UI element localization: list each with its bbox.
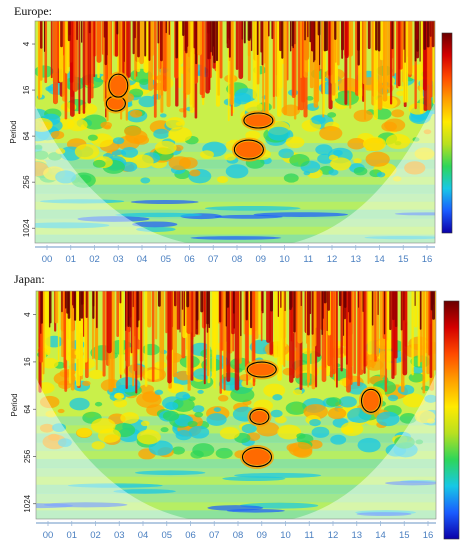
high-power-region <box>248 363 275 376</box>
high-power-region <box>107 97 124 110</box>
significance-contour <box>243 112 274 129</box>
y-tick-label: 1024 <box>23 494 32 512</box>
x-tick-label: 10 <box>279 254 290 265</box>
panel-title: Japan: <box>14 272 45 286</box>
high-power-region <box>235 141 262 158</box>
plot-frame <box>34 20 436 244</box>
plot-frame <box>35 290 437 520</box>
high-power-region <box>244 449 270 466</box>
y-axis-label: Period <box>9 120 18 143</box>
x-tick-label: 16 <box>423 530 434 541</box>
significance-contour <box>246 361 277 378</box>
significance-contour <box>108 73 129 98</box>
x-tick-label: 13 <box>350 254 361 265</box>
x-tick-label: 07 <box>208 254 219 265</box>
high-power-region <box>245 114 272 127</box>
japan-panel: Japan: Period 4 16 64 256 1024 00 01 02 03 04 05 06 07… <box>10 272 460 541</box>
x-tick-label: 02 <box>90 530 101 541</box>
cone-of-influence <box>36 373 436 519</box>
x-tick-label: 09 <box>255 254 266 265</box>
power-spectrum <box>35 21 435 243</box>
x-tick-label: 15 <box>398 254 409 265</box>
significance-contour <box>249 408 270 425</box>
europe-panel: Europe: Period 4 16 64 256 1024 00 01 02 03 04 05 06 0… <box>9 4 453 265</box>
significance-contour <box>360 388 382 413</box>
x-tick-label: 03 <box>114 530 125 541</box>
x-tick-label: 01 <box>65 254 76 265</box>
x-tick-label: 02 <box>89 254 100 265</box>
y-tick-label: 64 <box>23 404 32 413</box>
x-tick-label: 04 <box>137 254 148 265</box>
x-tick-label: 09 <box>256 530 267 541</box>
x-tick-label: 06 <box>185 530 196 541</box>
y-tick-label: 256 <box>22 175 31 189</box>
y-tick-label: 1024 <box>22 219 31 237</box>
high-power-region <box>110 75 127 96</box>
x-tick-label: 00 <box>43 530 54 541</box>
x-tick-label: 11 <box>303 254 313 265</box>
x-tick-label: 12 <box>328 530 339 541</box>
y-tick-label: 16 <box>22 85 31 94</box>
cone-of-influence <box>35 101 435 243</box>
y-tick-label: 64 <box>22 131 31 140</box>
power-spectrum <box>36 291 436 519</box>
x-tick-label: 16 <box>422 254 433 265</box>
x-tick-label: 14 <box>375 530 386 541</box>
x-tick-label: 13 <box>351 530 362 541</box>
x-tick-label: 05 <box>161 530 172 541</box>
x-tick-label: 10 <box>280 530 291 541</box>
y-tick-label: 4 <box>23 312 32 317</box>
panel-title: Europe: <box>14 4 52 18</box>
x-tick-label: 15 <box>399 530 410 541</box>
significance-contour <box>233 139 264 160</box>
colorbar <box>443 300 460 540</box>
x-tick-label: 07 <box>209 530 220 541</box>
x-tick-label: 05 <box>160 254 171 265</box>
x-tick-label: 03 <box>113 254 124 265</box>
high-power-region <box>363 390 379 411</box>
x-tick-label: 12 <box>327 254 338 265</box>
y-tick-label: 256 <box>23 449 32 463</box>
x-tick-label: 04 <box>138 530 149 541</box>
x-tick-label: 14 <box>374 254 385 265</box>
significance-contour <box>241 446 273 468</box>
x-tick-label: 06 <box>184 254 195 265</box>
x-tick-label: 08 <box>233 530 244 541</box>
high-power-region <box>251 410 268 423</box>
y-tick-label: 4 <box>22 41 31 46</box>
colorbar <box>441 32 453 234</box>
x-tick-label: 00 <box>42 254 53 265</box>
x-tick-label: 11 <box>304 530 314 541</box>
x-tick-label: 01 <box>66 530 77 541</box>
y-tick-label: 16 <box>23 357 32 366</box>
x-tick-label: 08 <box>232 254 243 265</box>
y-axis-label: Period <box>10 393 19 416</box>
